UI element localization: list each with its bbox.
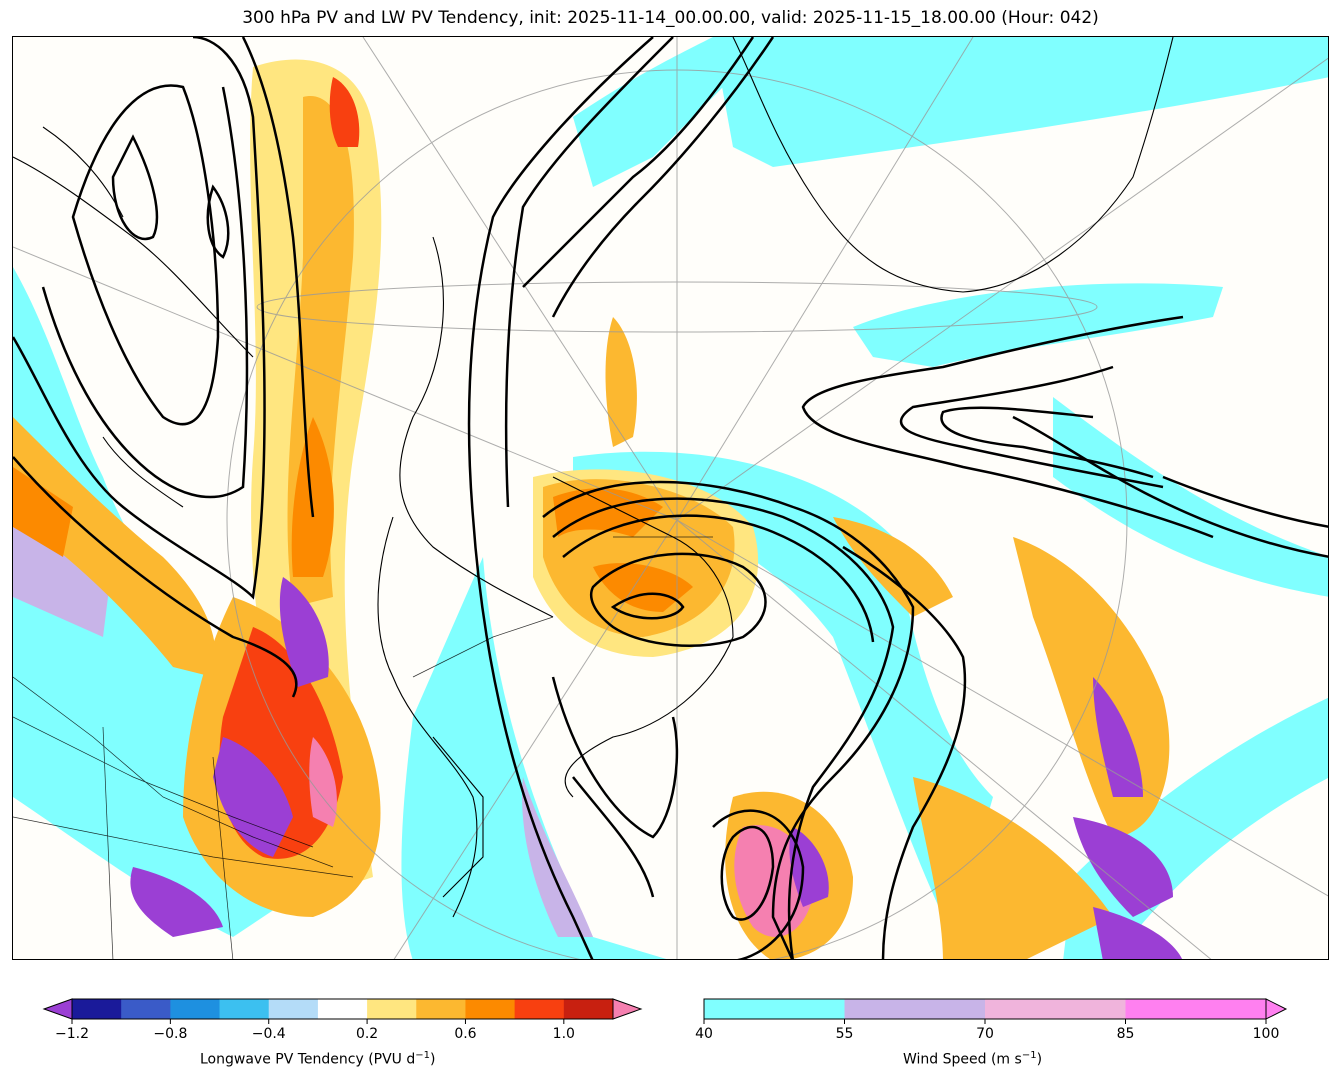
pv-tendency-colorbar-label: Longwave PV Tendency (PVU d−1) <box>200 1050 436 1068</box>
colorbar-segment <box>704 999 845 1019</box>
political-borders <box>13 536 713 959</box>
wind-speed-colorbar-scale <box>703 998 1288 1024</box>
pv-contours <box>13 37 1328 959</box>
wind-speed-colorbar-label: Wind Speed (m s−1) <box>903 1050 1043 1068</box>
map-title: 300 hPa PV and LW PV Tendency, init: 202… <box>242 8 1099 28</box>
colorbar-segment <box>465 999 516 1019</box>
colorbar-segment <box>985 999 1126 1019</box>
colorbar-segment <box>268 999 319 1019</box>
wind-speed-tick-label: 85 <box>1116 1026 1135 1042</box>
colorbar-segment <box>317 999 368 1019</box>
colorbar-segment <box>219 999 270 1019</box>
colorbar-segment <box>416 999 466 1019</box>
pv-tendency-tick-label: −0.8 <box>153 1026 188 1042</box>
pv-tendency-tick-label: 0.2 <box>355 1026 379 1042</box>
map-panel <box>12 36 1329 960</box>
pv-tendency-tick-label: −1.2 <box>55 1026 89 1042</box>
colorbar-segment <box>1125 999 1267 1019</box>
colorbar-over-triangle <box>612 998 643 1020</box>
colorbar-under-triangle <box>42 998 73 1020</box>
wind-speed-tick-label: 55 <box>835 1026 854 1042</box>
latlon-grid <box>13 37 1328 959</box>
pv-tendency-tick-label: −0.4 <box>251 1026 286 1042</box>
colorbar-segment <box>121 999 171 1019</box>
pv-tendency-tick-label: 1.0 <box>552 1026 575 1042</box>
wind-speed-tick-label: 40 <box>695 1026 713 1042</box>
pv-tendency-tick-label: 0.6 <box>454 1026 477 1042</box>
colorbar-segment <box>367 999 417 1019</box>
pv-tendency-colorbar-scale <box>42 998 643 1024</box>
pv-tendency-shading <box>13 59 1182 959</box>
colorbar-segment <box>514 999 565 1019</box>
wind-speed-tick-label: 70 <box>976 1026 994 1042</box>
colorbar-over-triangle <box>1265 998 1288 1020</box>
colorbar-segment <box>844 999 986 1019</box>
colorbar-outline <box>71 998 614 1020</box>
colorbar-segment <box>170 999 221 1019</box>
colorbar-segment <box>72 999 122 1019</box>
wind-speed-tick-label: 100 <box>1252 1026 1280 1042</box>
colorbar-segment <box>563 999 614 1019</box>
